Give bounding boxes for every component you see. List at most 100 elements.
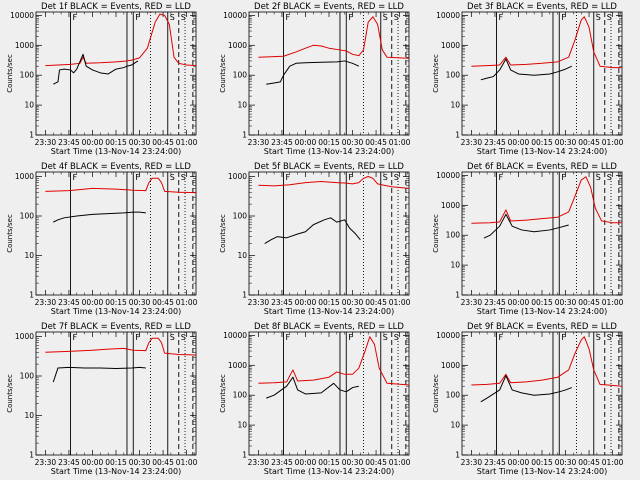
series-events-line xyxy=(52,366,146,383)
x-tick-label: 00:45 xyxy=(152,298,174,307)
x-tick-label: 23:30 xyxy=(248,458,270,467)
chart-title: Det 3f BLACK = Events, RED = LLD xyxy=(467,2,617,12)
y-tick-label: 1000 xyxy=(441,361,460,370)
marker-label: F xyxy=(348,13,353,22)
x-tick-label: 00:30 xyxy=(342,458,364,467)
x-tick-label: 00:45 xyxy=(152,458,174,467)
x-tick-label: 23:30 xyxy=(461,458,483,467)
y-tick-label: 1000 xyxy=(15,172,34,181)
chart-panel-5: Det 5f BLACK = Events, RED = LLD 1 10 100 10… xyxy=(219,162,411,316)
x-tick-label: 23:45 xyxy=(484,458,506,467)
y-tick-label: 100 xyxy=(20,212,35,221)
marker-label: F xyxy=(499,333,504,342)
marker-label: S xyxy=(383,173,388,182)
marker-label: F xyxy=(286,13,291,22)
y-tick-label: 10000 xyxy=(436,171,460,180)
marker-label: S xyxy=(607,173,612,182)
x-tick-label: 23:45 xyxy=(484,138,506,147)
y-tick-label: 10000 xyxy=(436,11,460,20)
y-tick-label: 1 xyxy=(29,291,34,300)
x-tick-label: 23:30 xyxy=(35,298,57,307)
x-tick-label: 23:45 xyxy=(58,138,80,147)
y-axis-label: Counts/sec xyxy=(432,374,440,413)
x-tick-label: 00:30 xyxy=(555,298,577,307)
x-tick-label: 01:00 xyxy=(176,138,198,147)
y-tick-label: 10 xyxy=(24,251,34,260)
x-tick-label: 01:00 xyxy=(602,138,624,147)
chart-title: Det 9f BLACK = Events, RED = LLD xyxy=(467,322,617,332)
x-tick-label: 00:15 xyxy=(318,298,340,307)
y-tick-label: 1 xyxy=(455,291,460,300)
series-events-line xyxy=(480,375,572,403)
y-tick-label: 100 xyxy=(233,212,248,221)
chart-title: Det 4f BLACK = Events, RED = LLD xyxy=(41,162,191,172)
x-tick-label: 00:00 xyxy=(82,458,104,467)
y-tick-label: 1000 xyxy=(441,201,460,210)
y-tick-label: 10 xyxy=(237,251,247,260)
marker-label: S xyxy=(394,13,399,22)
y-tick-label: 1000 xyxy=(228,361,247,370)
y-tick-label: 1000 xyxy=(15,41,34,50)
marker-label: F xyxy=(73,173,78,182)
y-tick-label: 1 xyxy=(455,131,460,140)
x-tick-label: 00:45 xyxy=(578,138,600,147)
y-tick-label: 10 xyxy=(237,421,247,430)
y-tick-label: 100 xyxy=(446,231,461,240)
x-tick-label: 00:45 xyxy=(578,298,600,307)
x-tick-label: 23:45 xyxy=(58,298,80,307)
y-tick-label: 100 xyxy=(20,372,35,381)
series-events-line xyxy=(266,60,360,85)
y-tick-label: 1 xyxy=(242,131,247,140)
marker-label: S xyxy=(383,13,388,22)
chart-panel-8: Det 8f BLACK = Events, RED = LLD 1 10 100 10… xyxy=(219,322,411,476)
plot-frame xyxy=(461,11,623,136)
x-tick-label: 00:00 xyxy=(508,138,530,147)
chart-title: Det 7f BLACK = Events, RED = LLD xyxy=(41,322,191,332)
y-axis-label: Counts/sec xyxy=(432,214,440,253)
series-events-line xyxy=(53,211,146,223)
x-axis-label: Start Time (13-Nov-14 23:24:00) xyxy=(51,147,181,156)
y-tick-label: 100 xyxy=(446,71,461,80)
y-axis-label: Counts/sec xyxy=(219,214,227,253)
y-tick-label: 1000 xyxy=(228,172,247,181)
marker-label: S xyxy=(607,13,612,22)
x-axis-label: Start Time (13-Nov-14 23:24:00) xyxy=(51,467,181,476)
marker-label: F xyxy=(499,173,504,182)
x-tick-label: 23:45 xyxy=(58,458,80,467)
x-tick-label: 00:15 xyxy=(531,138,553,147)
x-tick-label: 01:00 xyxy=(176,458,198,467)
marker-label: F xyxy=(135,13,140,22)
marker-label: F xyxy=(286,333,291,342)
x-tick-label: 00:30 xyxy=(129,458,151,467)
series-lld-line xyxy=(45,13,197,67)
y-tick-label: 10 xyxy=(450,421,460,430)
x-tick-label: 00:00 xyxy=(508,298,530,307)
y-tick-label: 10 xyxy=(450,261,460,270)
chart-title: Det 6f BLACK = Events, RED = LLD xyxy=(467,162,617,172)
x-tick-label: 00:30 xyxy=(129,298,151,307)
plot-frame xyxy=(35,11,197,136)
x-tick-label: 00:30 xyxy=(129,138,151,147)
marker-label: S xyxy=(170,173,175,182)
series-lld-line xyxy=(45,337,197,356)
chart-title: Det 1f BLACK = Events, RED = LLD xyxy=(41,2,191,12)
y-tick-label: 100 xyxy=(233,391,248,400)
y-axis-label: Counts/sec xyxy=(6,214,14,253)
plot-frame xyxy=(461,331,623,456)
x-tick-label: 00:30 xyxy=(342,138,364,147)
series-events-line xyxy=(480,58,573,81)
y-tick-label: 1 xyxy=(29,451,34,460)
series-lld-line xyxy=(258,176,410,189)
x-tick-label: 23:45 xyxy=(271,458,293,467)
series-lld-line xyxy=(258,336,410,386)
x-tick-label: 23:45 xyxy=(271,138,293,147)
marker-label: F xyxy=(135,173,140,182)
x-tick-label: 00:30 xyxy=(342,298,364,307)
chart-title: Det 8f BLACK = Events, RED = LLD xyxy=(254,322,404,332)
series-events-line xyxy=(266,376,359,399)
y-tick-label: 10000 xyxy=(436,331,460,340)
series-lld-line xyxy=(258,16,410,59)
y-tick-label: 1 xyxy=(29,131,34,140)
y-axis-label: Counts/sec xyxy=(6,374,14,413)
series-lld-line xyxy=(471,176,622,224)
